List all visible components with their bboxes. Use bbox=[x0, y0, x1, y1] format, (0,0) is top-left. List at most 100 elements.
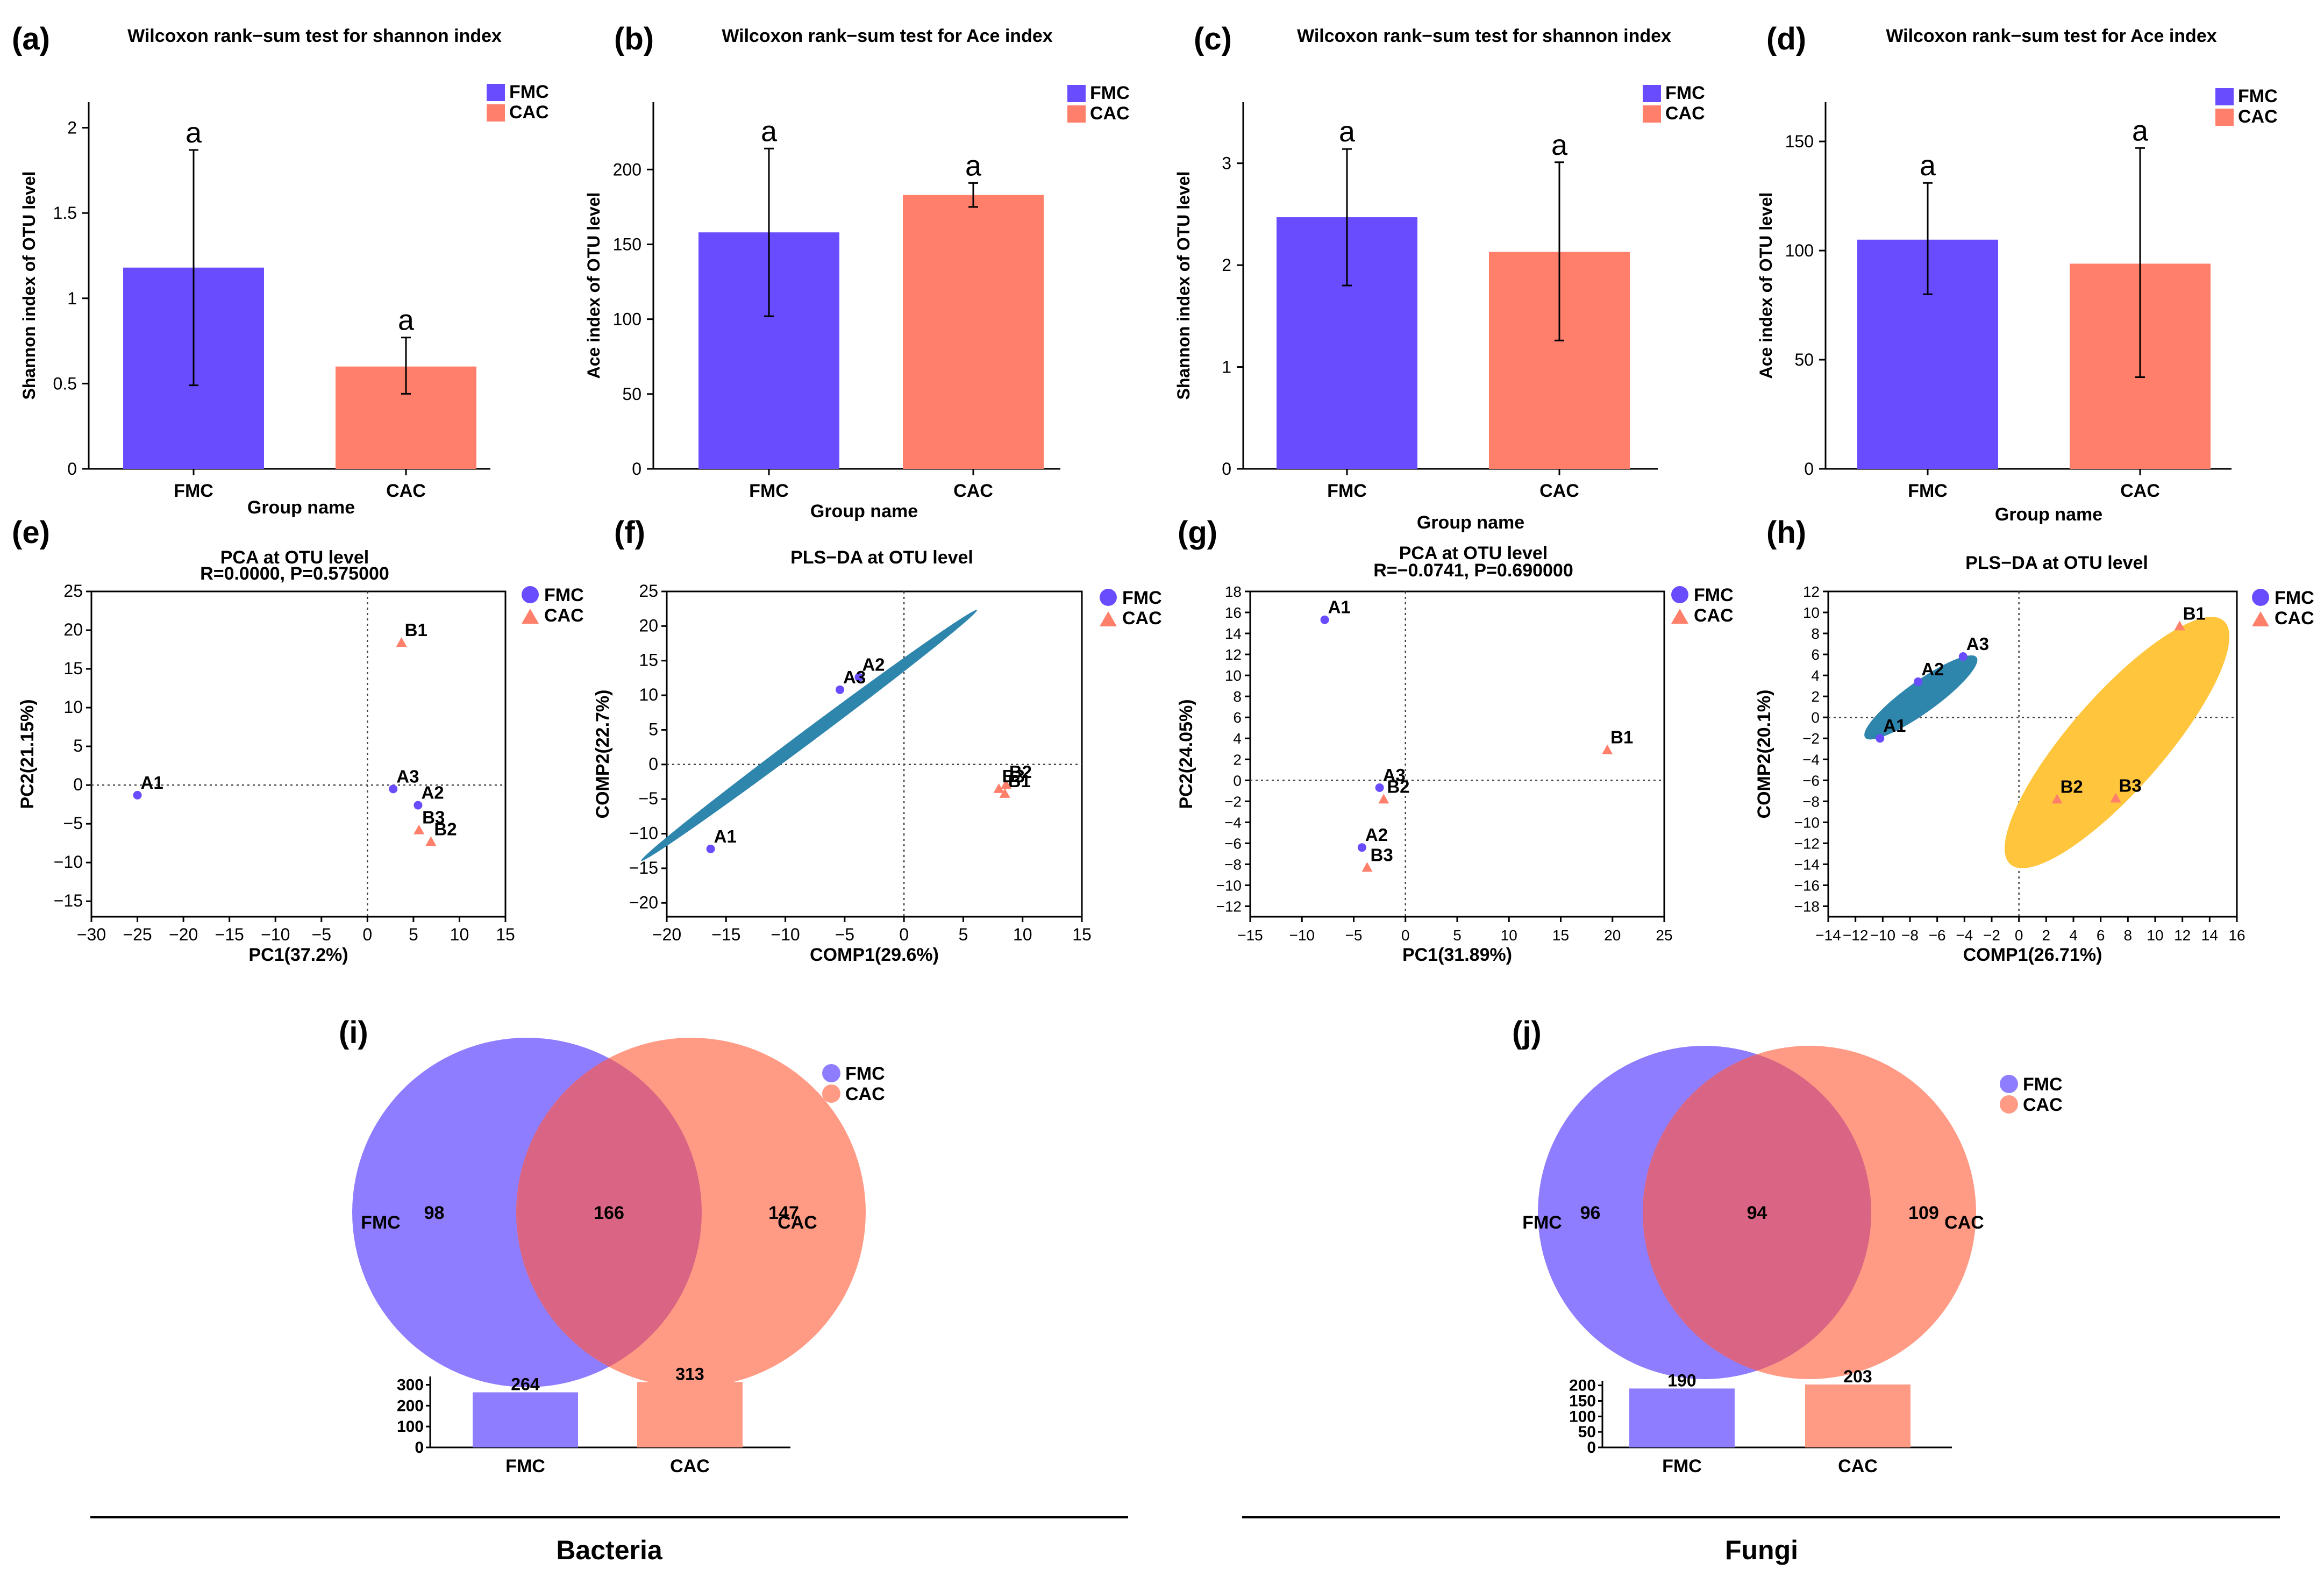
legend-c: FMCCAC bbox=[1643, 83, 1705, 124]
y-tick-label: 20 bbox=[63, 620, 83, 639]
y-tick-label: 150 bbox=[1569, 1392, 1596, 1410]
significance-label: a bbox=[2132, 115, 2149, 147]
legend-label-fmc: FMC bbox=[2238, 86, 2278, 106]
legend-f: FMCCAC bbox=[1100, 588, 1162, 629]
y-tick-label: 25 bbox=[63, 581, 83, 601]
x-tick-label: −30 bbox=[77, 925, 106, 944]
point-label: B1 bbox=[405, 620, 427, 640]
y-tick-label: 15 bbox=[63, 659, 83, 678]
y-tick-label: 16 bbox=[1225, 604, 1242, 621]
y-tick-label: 0.5 bbox=[53, 374, 77, 393]
y-axis-label: Shannon index of OTU level bbox=[1174, 172, 1193, 400]
chart-subtitle: R=−0.0741, P=0.690000 bbox=[1373, 560, 1573, 581]
legend-g: FMCCAC bbox=[1671, 585, 1734, 626]
point-label: B3 bbox=[2119, 775, 2142, 795]
panel-label: (a) bbox=[12, 22, 50, 56]
x-tick-label: 12 bbox=[2174, 927, 2191, 944]
y-tick-label: 12 bbox=[1225, 646, 1242, 663]
x-tick-label: 10 bbox=[1013, 925, 1032, 944]
y-tick-label: −10 bbox=[1794, 814, 1820, 831]
y-tick-label: 100 bbox=[1569, 1408, 1596, 1425]
panel-label: (h) bbox=[1766, 515, 1806, 550]
panel-a: (a) Wilcoxon rank−sum test for shannon in… bbox=[12, 22, 502, 518]
legend-marker-fmc bbox=[822, 1064, 840, 1082]
y-tick-label: −12 bbox=[1794, 835, 1820, 852]
point-label: B2 bbox=[2061, 776, 2083, 796]
x-axis-label: Group name bbox=[1417, 512, 1524, 533]
y-tick-label: −12 bbox=[1216, 898, 1242, 915]
y-tick-label: −15 bbox=[54, 891, 83, 910]
x-tick-label: 16 bbox=[2228, 927, 2245, 944]
x-tick-label: 0 bbox=[362, 925, 372, 944]
y-tick-label: 6 bbox=[1811, 646, 1820, 663]
y-tick-label: 2 bbox=[1233, 751, 1242, 768]
legend-h: FMCCAC bbox=[2252, 588, 2314, 629]
legend-label-fmc: FMC bbox=[845, 1064, 885, 1084]
y-tick-label: 10 bbox=[639, 685, 658, 704]
venn-count-fmc-only: 96 bbox=[1580, 1203, 1601, 1223]
significance-label: a bbox=[186, 117, 202, 149]
point-label: A1 bbox=[1328, 597, 1351, 617]
y-tick-label: −16 bbox=[1794, 877, 1820, 894]
legend-marker-cac bbox=[2000, 1095, 2018, 1114]
legend-swatch-fmc bbox=[2215, 88, 2234, 105]
legend-label-fmc: FMC bbox=[2023, 1074, 2063, 1095]
y-tick-label: 2 bbox=[1811, 688, 1820, 705]
legend-marker-fmc bbox=[2252, 589, 2269, 606]
legend-label-cac: CAC bbox=[2023, 1095, 2063, 1115]
y-tick-label: −4 bbox=[1224, 814, 1242, 831]
significance-label: a bbox=[1551, 129, 1568, 161]
y-tick-label: 1 bbox=[1222, 358, 1231, 377]
venn-size-barchart: 050100150200 190FMC203CAC bbox=[1569, 1367, 1952, 1476]
panel-label: (d) bbox=[1766, 22, 1806, 56]
legend-label-cac: CAC bbox=[1665, 103, 1705, 124]
x-tick-label: CAC bbox=[1539, 481, 1579, 501]
legend-b: FMCCAC bbox=[1067, 83, 1130, 124]
y-tick-label: 25 bbox=[639, 581, 658, 601]
chart-title: Wilcoxon rank−sum test for shannon index bbox=[1297, 26, 1671, 46]
set-size-value: 264 bbox=[511, 1375, 540, 1394]
y-tick-label: 150 bbox=[613, 234, 641, 254]
point-label: A1 bbox=[141, 773, 163, 793]
y-axis-label: Shannon index of OTU level bbox=[19, 172, 39, 400]
panel-label: (f) bbox=[614, 515, 645, 550]
y-tick-label: −10 bbox=[54, 852, 83, 872]
y-tick-label: 14 bbox=[1225, 625, 1242, 642]
set-size-value: 190 bbox=[1667, 1371, 1696, 1390]
x-tick-label: FMC bbox=[749, 481, 789, 501]
legend-label-fmc: FMC bbox=[544, 585, 584, 605]
point-label: B3 bbox=[1002, 766, 1025, 786]
y-tick-label: 100 bbox=[613, 310, 641, 329]
legend-marker-fmc bbox=[2000, 1075, 2018, 1093]
chart-title: PLS−DA at OTU level bbox=[790, 547, 973, 568]
x-tick-label: −5 bbox=[835, 925, 854, 944]
y-tick-label: 0 bbox=[1587, 1439, 1596, 1457]
chart-title: PLS−DA at OTU level bbox=[1965, 553, 2148, 573]
y-axis-label: Ace index of OTU level bbox=[584, 192, 603, 379]
legend-label-fmc: FMC bbox=[2275, 588, 2314, 608]
y-tick-label: 18 bbox=[1225, 583, 1242, 600]
x-tick-label: −10 bbox=[771, 925, 800, 944]
fungi-group-label: Fungi bbox=[1725, 1535, 1798, 1565]
legend-label-fmc: FMC bbox=[1122, 588, 1162, 608]
panel-i: (i)Venn98166147FMCCAC0100200300264FMC313… bbox=[339, 1015, 866, 1476]
bacteria-group-label: Bacteria bbox=[556, 1535, 663, 1565]
y-tick-label: −2 bbox=[1224, 793, 1242, 810]
point-label: A3 bbox=[396, 766, 419, 786]
venn-count-fmc-only: 98 bbox=[424, 1203, 445, 1223]
y-tick-label: 0 bbox=[73, 775, 83, 794]
x-tick-label: 15 bbox=[1072, 925, 1092, 944]
y-tick-label: −15 bbox=[629, 858, 658, 877]
point-label: B1 bbox=[2183, 603, 2206, 623]
legend-marker-cac bbox=[522, 609, 539, 624]
point-label: A3 bbox=[843, 667, 866, 687]
y-tick-label: 50 bbox=[1578, 1423, 1596, 1441]
y-tick-label: 6 bbox=[1233, 709, 1242, 726]
legend-swatch-cac bbox=[1643, 105, 1661, 123]
figure-panels: (a) Wilcoxon rank−sum test for shannon in… bbox=[12, 22, 2314, 1476]
legend-label-cac: CAC bbox=[1090, 103, 1130, 124]
x-tick-label: −5 bbox=[1345, 927, 1363, 944]
x-tick-label: CAC bbox=[953, 481, 993, 501]
